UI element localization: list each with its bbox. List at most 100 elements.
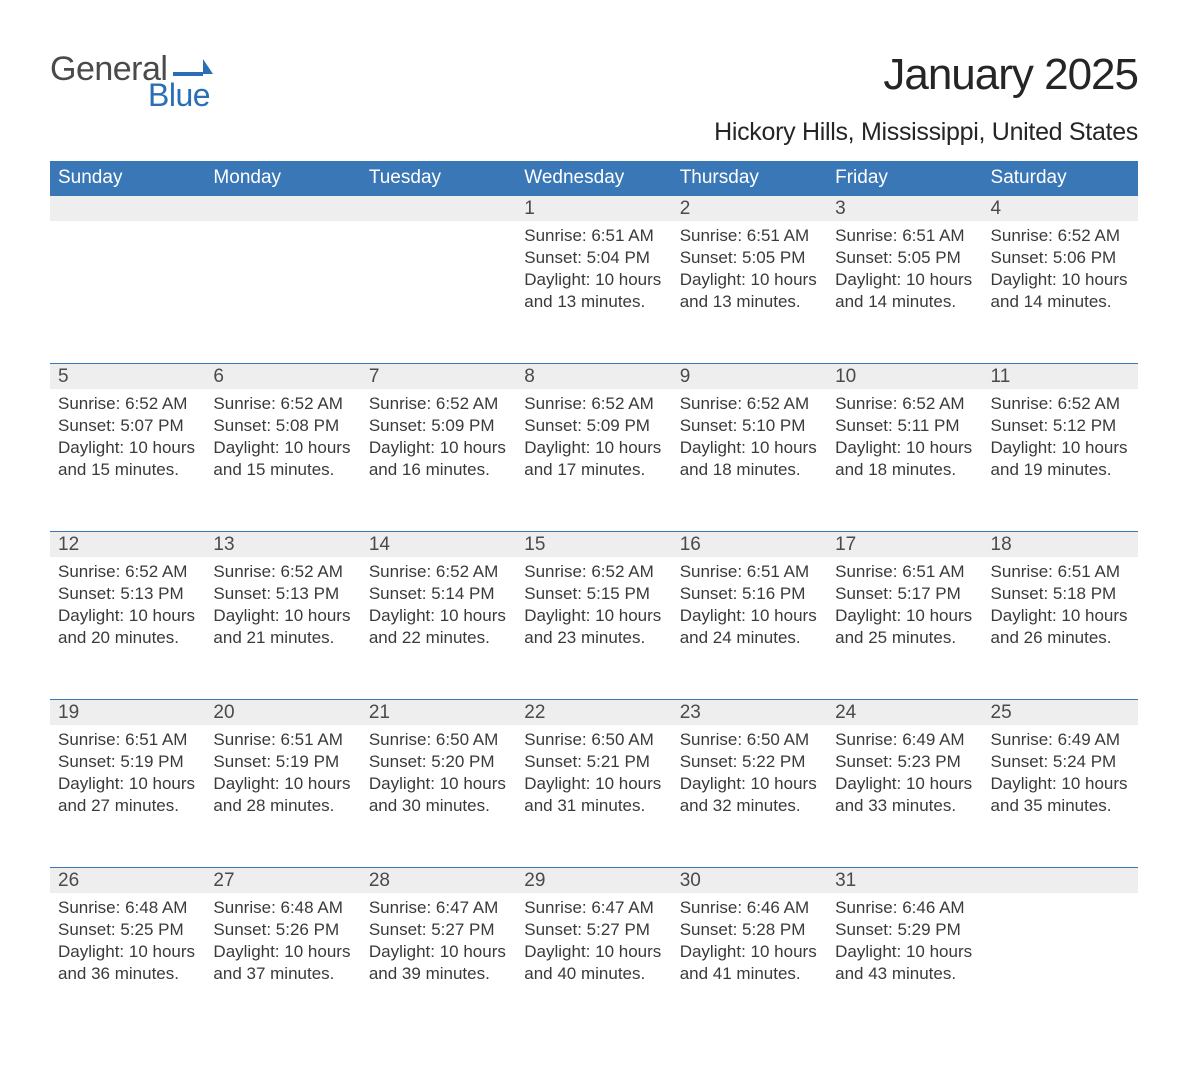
day-info: Sunrise: 6:52 AMSunset: 5:14 PMDaylight:…: [369, 557, 508, 649]
day-info: Sunrise: 6:46 AMSunset: 5:28 PMDaylight:…: [680, 893, 819, 985]
week-info-row: Sunrise: 6:52 AMSunset: 5:13 PMDaylight:…: [50, 557, 1138, 700]
day-number: 27: [213, 868, 352, 893]
sunrise-line: Sunrise: 6:51 AM: [680, 225, 819, 247]
sunrise-line: Sunrise: 6:51 AM: [835, 561, 974, 583]
sunrise-line: Sunrise: 6:52 AM: [213, 561, 352, 583]
sunrise-line: Sunrise: 6:49 AM: [991, 729, 1130, 751]
location: Hickory Hills, Mississippi, United State…: [714, 118, 1138, 147]
daylight-line: Daylight: 10 hours and 14 minutes.: [835, 269, 974, 313]
daylight-line: Daylight: 10 hours and 13 minutes.: [680, 269, 819, 313]
day-number: 5: [58, 364, 197, 389]
day-cell: Sunrise: 6:48 AMSunset: 5:25 PMDaylight:…: [50, 893, 205, 1035]
daylight-line: Daylight: 10 hours and 15 minutes.: [213, 437, 352, 481]
day-number-cell: 26: [50, 868, 205, 894]
daylight-line: Daylight: 10 hours and 13 minutes.: [524, 269, 663, 313]
day-number: 24: [835, 700, 974, 725]
day-number: 2: [680, 196, 819, 221]
daylight-line: Daylight: 10 hours and 40 minutes.: [524, 941, 663, 985]
sunset-line: Sunset: 5:28 PM: [680, 919, 819, 941]
day-number: 20: [213, 700, 352, 725]
daylight-line: Daylight: 10 hours and 39 minutes.: [369, 941, 508, 985]
day-cell: Sunrise: 6:52 AMSunset: 5:15 PMDaylight:…: [516, 557, 671, 700]
day-cell: Sunrise: 6:51 AMSunset: 5:05 PMDaylight:…: [827, 221, 982, 364]
day-number-cell: [983, 868, 1138, 894]
sunrise-line: Sunrise: 6:52 AM: [524, 561, 663, 583]
day-cell: Sunrise: 6:50 AMSunset: 5:21 PMDaylight:…: [516, 725, 671, 868]
day-number: 11: [991, 364, 1130, 389]
daylight-line: Daylight: 10 hours and 37 minutes.: [213, 941, 352, 985]
sunset-line: Sunset: 5:15 PM: [524, 583, 663, 605]
daylight-line: Daylight: 10 hours and 28 minutes.: [213, 773, 352, 817]
sunset-line: Sunset: 5:04 PM: [524, 247, 663, 269]
day-header: Sunday: [50, 161, 205, 196]
sunset-line: Sunset: 5:25 PM: [58, 919, 197, 941]
day-info: Sunrise: 6:50 AMSunset: 5:22 PMDaylight:…: [680, 725, 819, 817]
sunset-line: Sunset: 5:08 PM: [213, 415, 352, 437]
day-cell: Sunrise: 6:51 AMSunset: 5:19 PMDaylight:…: [205, 725, 360, 868]
day-number-cell: 16: [672, 532, 827, 558]
sunrise-line: Sunrise: 6:51 AM: [58, 729, 197, 751]
daylight-line: Daylight: 10 hours and 41 minutes.: [680, 941, 819, 985]
sunset-line: Sunset: 5:11 PM: [835, 415, 974, 437]
sunset-line: Sunset: 5:05 PM: [835, 247, 974, 269]
daylight-line: Daylight: 10 hours and 30 minutes.: [369, 773, 508, 817]
day-number: 9: [680, 364, 819, 389]
day-number: 21: [369, 700, 508, 725]
daylight-line: Daylight: 10 hours and 32 minutes.: [680, 773, 819, 817]
daylight-line: Daylight: 10 hours and 23 minutes.: [524, 605, 663, 649]
day-number-cell: 19: [50, 700, 205, 726]
day-info: Sunrise: 6:52 AMSunset: 5:12 PMDaylight:…: [991, 389, 1130, 481]
sunset-line: Sunset: 5:21 PM: [524, 751, 663, 773]
day-header: Friday: [827, 161, 982, 196]
day-info: Sunrise: 6:52 AMSunset: 5:11 PMDaylight:…: [835, 389, 974, 481]
day-number: 4: [991, 196, 1130, 221]
day-cell: Sunrise: 6:49 AMSunset: 5:23 PMDaylight:…: [827, 725, 982, 868]
sunrise-line: Sunrise: 6:52 AM: [835, 393, 974, 415]
sunset-line: Sunset: 5:27 PM: [369, 919, 508, 941]
day-cell: Sunrise: 6:51 AMSunset: 5:05 PMDaylight:…: [672, 221, 827, 364]
daylight-line: Daylight: 10 hours and 16 minutes.: [369, 437, 508, 481]
day-cell: Sunrise: 6:51 AMSunset: 5:16 PMDaylight:…: [672, 557, 827, 700]
day-number-cell: 17: [827, 532, 982, 558]
day-info: Sunrise: 6:52 AMSunset: 5:08 PMDaylight:…: [213, 389, 352, 481]
day-cell: Sunrise: 6:51 AMSunset: 5:04 PMDaylight:…: [516, 221, 671, 364]
day-number-cell: 3: [827, 196, 982, 222]
daylight-line: Daylight: 10 hours and 17 minutes.: [524, 437, 663, 481]
day-cell: Sunrise: 6:52 AMSunset: 5:08 PMDaylight:…: [205, 389, 360, 532]
day-info: Sunrise: 6:50 AMSunset: 5:21 PMDaylight:…: [524, 725, 663, 817]
day-cell: Sunrise: 6:52 AMSunset: 5:10 PMDaylight:…: [672, 389, 827, 532]
sunrise-line: Sunrise: 6:51 AM: [524, 225, 663, 247]
day-cell: Sunrise: 6:52 AMSunset: 5:13 PMDaylight:…: [205, 557, 360, 700]
day-number-cell: 30: [672, 868, 827, 894]
logo: General Blue: [50, 50, 213, 114]
sunrise-line: Sunrise: 6:46 AM: [680, 897, 819, 919]
day-cell: Sunrise: 6:50 AMSunset: 5:22 PMDaylight:…: [672, 725, 827, 868]
sunset-line: Sunset: 5:09 PM: [524, 415, 663, 437]
day-number: 25: [991, 700, 1130, 725]
week-number-row: 567891011: [50, 364, 1138, 390]
day-info: Sunrise: 6:47 AMSunset: 5:27 PMDaylight:…: [524, 893, 663, 985]
day-number-cell: 24: [827, 700, 982, 726]
sunset-line: Sunset: 5:29 PM: [835, 919, 974, 941]
sunrise-line: Sunrise: 6:52 AM: [213, 393, 352, 415]
daylight-line: Daylight: 10 hours and 15 minutes.: [58, 437, 197, 481]
sunset-line: Sunset: 5:24 PM: [991, 751, 1130, 773]
title-block: January 2025 Hickory Hills, Mississippi,…: [714, 50, 1138, 147]
week-info-row: Sunrise: 6:48 AMSunset: 5:25 PMDaylight:…: [50, 893, 1138, 1035]
day-info: Sunrise: 6:49 AMSunset: 5:23 PMDaylight:…: [835, 725, 974, 817]
day-info: Sunrise: 6:51 AMSunset: 5:19 PMDaylight:…: [213, 725, 352, 817]
daylight-line: Daylight: 10 hours and 18 minutes.: [835, 437, 974, 481]
day-number: 22: [524, 700, 663, 725]
day-number: 12: [58, 532, 197, 557]
daylight-line: Daylight: 10 hours and 26 minutes.: [991, 605, 1130, 649]
day-info: Sunrise: 6:51 AMSunset: 5:17 PMDaylight:…: [835, 557, 974, 649]
day-number: 18: [991, 532, 1130, 557]
day-cell: Sunrise: 6:48 AMSunset: 5:26 PMDaylight:…: [205, 893, 360, 1035]
day-number-cell: [205, 196, 360, 222]
sunset-line: Sunset: 5:05 PM: [680, 247, 819, 269]
calendar-page: General Blue January 2025 Hickory Hills,…: [0, 0, 1188, 1075]
day-cell: Sunrise: 6:49 AMSunset: 5:24 PMDaylight:…: [983, 725, 1138, 868]
daylight-line: Daylight: 10 hours and 27 minutes.: [58, 773, 197, 817]
sunset-line: Sunset: 5:12 PM: [991, 415, 1130, 437]
week-info-row: Sunrise: 6:52 AMSunset: 5:07 PMDaylight:…: [50, 389, 1138, 532]
